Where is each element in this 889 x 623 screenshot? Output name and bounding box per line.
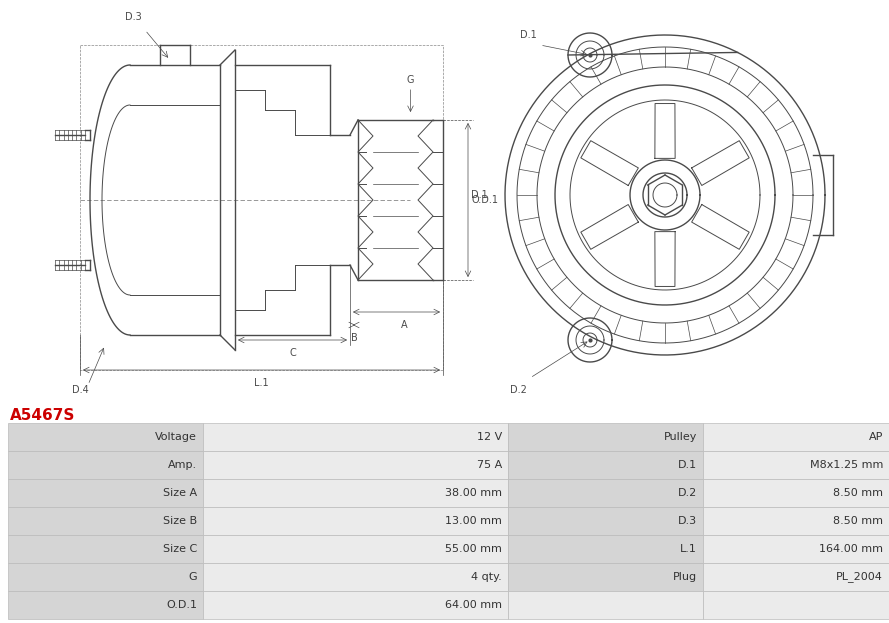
Text: M8x1.25 mm: M8x1.25 mm: [810, 460, 883, 470]
Bar: [8, 479, 203, 507]
Bar: [203, 423, 508, 451]
Text: AP: AP: [869, 432, 883, 442]
Bar: [80, 45, 443, 370]
Bar: [508, 591, 703, 619]
Text: C: C: [289, 348, 296, 358]
Bar: [203, 507, 508, 535]
Text: 8.50 mm: 8.50 mm: [833, 488, 883, 498]
Text: 164.00 mm: 164.00 mm: [819, 544, 883, 554]
Text: 4 qty.: 4 qty.: [471, 572, 502, 582]
Bar: [508, 563, 703, 591]
Text: L.1: L.1: [680, 544, 697, 554]
Text: B: B: [350, 333, 357, 343]
Bar: [703, 563, 889, 591]
Text: D.3: D.3: [125, 12, 141, 22]
Bar: [203, 451, 508, 479]
Text: G: G: [407, 75, 414, 85]
Text: A: A: [401, 320, 408, 330]
Bar: [203, 563, 508, 591]
Bar: [703, 535, 889, 563]
Bar: [203, 479, 508, 507]
Bar: [8, 535, 203, 563]
Bar: [8, 423, 203, 451]
Text: O.D.1: O.D.1: [166, 600, 197, 610]
Text: 75 A: 75 A: [477, 460, 502, 470]
Text: Amp.: Amp.: [168, 460, 197, 470]
Text: Size C: Size C: [163, 544, 197, 554]
Text: Size B: Size B: [163, 516, 197, 526]
Bar: [703, 423, 889, 451]
Bar: [8, 507, 203, 535]
Bar: [508, 507, 703, 535]
Text: 55.00 mm: 55.00 mm: [445, 544, 502, 554]
Bar: [8, 591, 203, 619]
Bar: [508, 451, 703, 479]
Text: G: G: [188, 572, 197, 582]
Text: D.1: D.1: [471, 190, 488, 200]
Bar: [508, 535, 703, 563]
Text: Size A: Size A: [163, 488, 197, 498]
Text: 64.00 mm: 64.00 mm: [445, 600, 502, 610]
Text: D.2: D.2: [510, 385, 527, 395]
Text: D.1: D.1: [678, 460, 697, 470]
Bar: [508, 423, 703, 451]
Text: D.1: D.1: [520, 30, 537, 40]
Bar: [703, 451, 889, 479]
Bar: [703, 591, 889, 619]
Text: 12 V: 12 V: [477, 432, 502, 442]
Text: D.2: D.2: [677, 488, 697, 498]
Text: D.4: D.4: [72, 385, 88, 395]
Bar: [508, 479, 703, 507]
Text: Voltage: Voltage: [155, 432, 197, 442]
Bar: [203, 591, 508, 619]
Text: A5467S: A5467S: [10, 408, 76, 423]
Text: 8.50 mm: 8.50 mm: [833, 516, 883, 526]
Bar: [203, 535, 508, 563]
Bar: [703, 479, 889, 507]
Text: 38.00 mm: 38.00 mm: [445, 488, 502, 498]
Bar: [703, 507, 889, 535]
Text: D.3: D.3: [678, 516, 697, 526]
Text: PL_2004: PL_2004: [837, 571, 883, 583]
Text: Pulley: Pulley: [663, 432, 697, 442]
Bar: [8, 563, 203, 591]
Text: Plug: Plug: [673, 572, 697, 582]
Text: 13.00 mm: 13.00 mm: [445, 516, 502, 526]
Bar: [8, 451, 203, 479]
Text: L.1: L.1: [254, 378, 268, 388]
Text: O.D.1: O.D.1: [472, 195, 499, 205]
